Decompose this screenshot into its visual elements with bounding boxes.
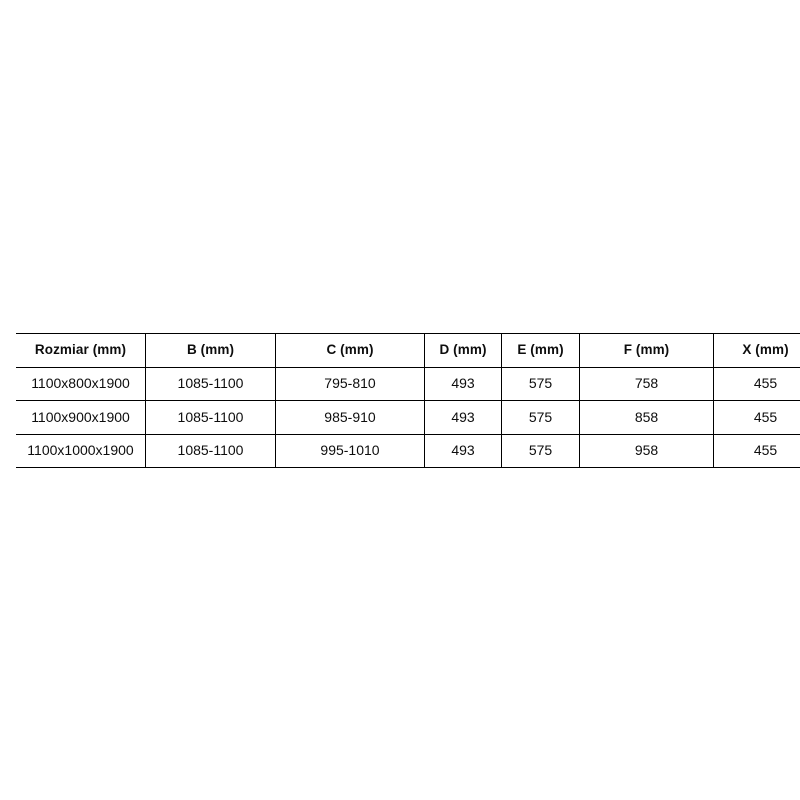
- cell-e: 575: [501, 366, 580, 401]
- table-body: 1100x800x1900 1085-1100 795-810 493 575 …: [16, 366, 800, 468]
- column-header-f: F (mm): [579, 333, 714, 368]
- cell-rozmiar: 1100x1000x1900: [16, 433, 146, 468]
- cell-c: 995-1010: [275, 433, 425, 468]
- dimension-table-container: Rozmiar (mm) B (mm) C (mm) D (mm) E (mm)…: [16, 333, 800, 468]
- cell-d: 493: [424, 433, 502, 468]
- cell-b: 1085-1100: [145, 366, 276, 401]
- cell-rozmiar: 1100x900x1900: [16, 400, 146, 435]
- cell-f: 858: [579, 400, 714, 435]
- column-header-x: X (mm): [713, 333, 800, 368]
- cell-f: 958: [579, 433, 714, 468]
- cell-b: 1085-1100: [145, 433, 276, 468]
- cell-f: 758: [579, 366, 714, 401]
- column-header-d: D (mm): [424, 333, 502, 368]
- cell-rozmiar: 1100x800x1900: [16, 366, 146, 401]
- table-row: 1100x900x1900 1085-1100 985-910 493 575 …: [16, 400, 800, 435]
- table-header: Rozmiar (mm) B (mm) C (mm) D (mm) E (mm)…: [16, 333, 800, 368]
- cell-x: 455: [713, 366, 800, 401]
- cell-b: 1085-1100: [145, 400, 276, 435]
- cell-e: 575: [501, 433, 580, 468]
- cell-d: 493: [424, 366, 502, 401]
- column-header-rozmiar: Rozmiar (mm): [16, 333, 146, 368]
- column-header-e: E (mm): [501, 333, 580, 368]
- dimension-table: Rozmiar (mm) B (mm) C (mm) D (mm) E (mm)…: [16, 333, 800, 468]
- cell-x: 455: [713, 433, 800, 468]
- column-header-b: B (mm): [145, 333, 276, 368]
- table-row: 1100x1000x1900 1085-1100 995-1010 493 57…: [16, 433, 800, 468]
- cell-d: 493: [424, 400, 502, 435]
- cell-x: 455: [713, 400, 800, 435]
- column-header-c: C (mm): [275, 333, 425, 368]
- cell-c: 985-910: [275, 400, 425, 435]
- cell-c: 795-810: [275, 366, 425, 401]
- table-header-row: Rozmiar (mm) B (mm) C (mm) D (mm) E (mm)…: [16, 333, 800, 368]
- cell-e: 575: [501, 400, 580, 435]
- table-row: 1100x800x1900 1085-1100 795-810 493 575 …: [16, 366, 800, 401]
